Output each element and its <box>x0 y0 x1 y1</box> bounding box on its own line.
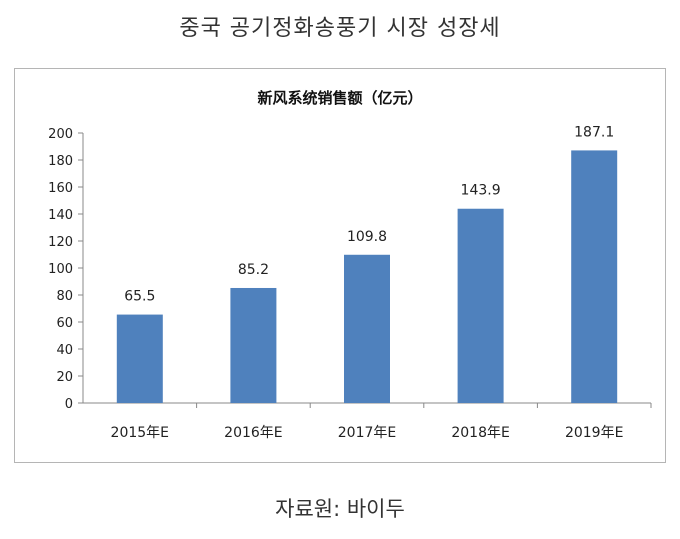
chart-frame: 新风系统销售额（亿元） 0 20 40 60 80 100 120 140 160 180 200 2… <box>14 68 666 463</box>
bar <box>571 150 618 403</box>
y-tick-label: 120 <box>48 235 73 250</box>
x-tick-label: 2018年E <box>451 425 509 441</box>
y-tick-label: 60 <box>56 316 73 331</box>
source-caption: 자료원: 바이두 <box>275 497 405 521</box>
chart-bars: 65.5 85.2 109.8 143.9 187.1 <box>116 124 618 403</box>
bar <box>344 254 390 403</box>
data-label: 65.5 <box>124 289 155 305</box>
bar <box>457 208 504 403</box>
page-title: 중국 공기정화송풍기 시장 성장세 <box>179 16 501 41</box>
x-tick-label: 2017年E <box>338 425 396 441</box>
data-label: 109.8 <box>347 229 387 245</box>
y-tick-label: 180 <box>48 154 73 169</box>
bar <box>230 287 277 403</box>
y-tick-label: 140 <box>48 208 73 223</box>
x-tick-label: 2015年E <box>111 425 169 441</box>
y-tick-label: 200 <box>48 127 73 142</box>
y-tick-label: 100 <box>48 262 73 277</box>
y-tick-label: 0 <box>65 397 73 412</box>
data-label: 187.1 <box>574 124 614 140</box>
x-tick-label: 2019年E <box>565 425 623 441</box>
bar-chart: 新风系统销售额（亿元） 0 20 40 60 80 100 120 140 160 180 200 2… <box>48 89 652 441</box>
data-label: 143.9 <box>461 183 501 199</box>
y-tick-label: 20 <box>56 370 73 385</box>
x-tick-label: 2016年E <box>224 425 282 441</box>
chart-axes: 0 20 40 60 80 100 120 140 160 180 200 2015年E 2016年E 2… <box>48 127 652 441</box>
chart-title: 新风系统销售额（亿元） <box>257 89 422 107</box>
y-tick-label: 80 <box>56 289 73 304</box>
data-label: 85.2 <box>238 262 269 278</box>
y-tick-label: 160 <box>48 181 73 196</box>
y-tick-label: 40 <box>56 343 73 358</box>
bar <box>116 314 163 403</box>
